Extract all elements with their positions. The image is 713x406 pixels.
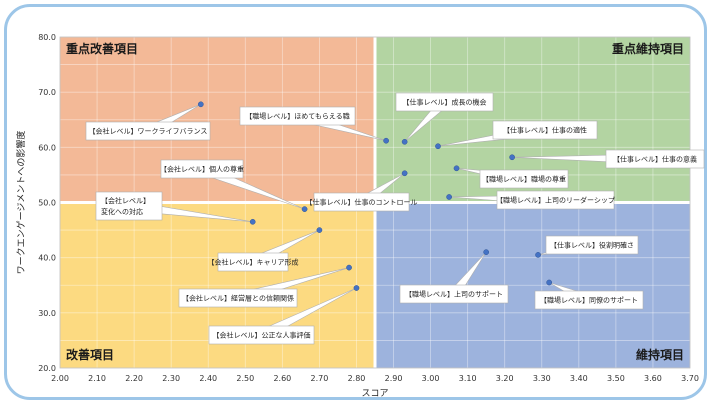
data-point: [401, 138, 408, 145]
x-tick-label: 2.10: [88, 374, 106, 383]
y-tick-label: 30.0: [38, 309, 56, 318]
callout-box: [95, 191, 163, 221]
point-label: 変化への対応: [101, 207, 143, 216]
plot-border: [59, 36, 691, 369]
x-tick-label: 2.50: [236, 374, 254, 383]
point-label: 【職場レベル】上司のリーダーシップ: [496, 196, 615, 205]
callout-box: [217, 252, 289, 272]
data-point: [483, 249, 490, 255]
y-axis-title: ワークエンゲージメントへの影響度: [15, 131, 27, 275]
point-label: 【会社レベル】個人の尊重: [160, 165, 244, 174]
callout-box: [545, 235, 639, 255]
callout-box: [492, 120, 598, 140]
quadrant-title-bottom-right: 維持項目: [636, 347, 684, 362]
point-label: 【仕事レベル】役割明確さ: [550, 241, 634, 250]
x-tick-label: 2.60: [273, 374, 291, 383]
x-tick-label: 3.30: [533, 374, 551, 383]
point-label: 【職場レベル】同僚のサポート: [540, 296, 638, 305]
callout-box: [85, 121, 211, 141]
x-tick-label: 2.00: [51, 374, 69, 383]
data-point: [453, 165, 460, 172]
data-point: [509, 154, 515, 161]
y-tick-label: 40.0: [38, 254, 56, 263]
x-tick-label: 3.70: [681, 374, 699, 383]
point-label: 【仕事レベル】仕事の意義: [613, 155, 697, 164]
x-tick-label: 3.00: [422, 374, 440, 383]
data-point: [197, 101, 204, 108]
x-tick-label: 3.50: [607, 374, 625, 383]
x-tick-label: 2.20: [125, 374, 143, 383]
x-tick-label: 2.40: [199, 374, 217, 383]
data-point: [249, 218, 256, 225]
callout-box: [160, 159, 244, 179]
point-label: 【会社レベル】キャリア形成: [208, 258, 299, 267]
point-label: 【会社レベル】ワークライフバランス: [89, 127, 208, 136]
x-tick-label: 3.60: [644, 374, 662, 383]
callout-box: [239, 106, 356, 126]
x-tick-label: 2.30: [162, 374, 180, 383]
data-point: [401, 170, 408, 177]
x-tick-label: 3.40: [570, 374, 588, 383]
x-axis-title: スコア: [361, 389, 388, 399]
data-point: [535, 252, 541, 258]
point-label: 【職場レベル】ほめてもらえる職: [245, 112, 349, 121]
callout-box: [496, 190, 615, 210]
point-label: 【会社レベル】: [101, 196, 150, 205]
callout-box: [534, 290, 644, 310]
x-tick-label: 3.10: [459, 374, 477, 383]
callout-box: [399, 284, 509, 304]
data-point: [353, 285, 360, 291]
quadrant-title-top-right: 重点維持項目: [612, 41, 684, 56]
point-label: 【仕事レベル】仕事のコントロール: [306, 198, 418, 207]
point-label: 【会社レベル】公正な人事評価: [213, 331, 311, 340]
callout-box: [605, 149, 705, 169]
data-point: [346, 264, 352, 271]
callout-box: [313, 192, 410, 212]
y-tick-label: 20.0: [38, 364, 56, 373]
point-label: 【仕事レベル】成長の機会: [403, 98, 487, 107]
callout-box: [395, 92, 494, 112]
x-tick-label: 3.20: [496, 374, 514, 383]
y-tick-label: 80.0: [38, 33, 56, 42]
quadrant-title-top-left: 重点改善項目: [66, 41, 138, 56]
callout-box: [178, 288, 298, 308]
x-tick-label: 2.80: [348, 374, 366, 383]
data-point: [435, 143, 441, 150]
data-point: [301, 206, 308, 212]
data-point: [383, 137, 389, 144]
data-point: [546, 279, 553, 286]
x-tick-label: 2.90: [385, 374, 403, 383]
data-point: [316, 227, 323, 233]
callout-box: [479, 169, 569, 189]
point-label: 【会社レベル】経営層との信頼関係: [182, 294, 294, 303]
point-label: 【職場レベル】職場の尊重: [482, 175, 566, 184]
y-tick-label: 60.0: [38, 143, 56, 152]
x-tick-label: 2.70: [311, 374, 329, 383]
point-label: 【仕事レベル】仕事の適性: [503, 126, 587, 135]
data-point: [446, 194, 452, 200]
y-tick-label: 70.0: [38, 88, 56, 97]
y-tick-label: 50.0: [38, 199, 56, 208]
callout-box: [208, 325, 315, 345]
quadrant-title-bottom-left: 改善項目: [66, 347, 114, 362]
point-label: 【職場レベル】上司のサポート: [405, 290, 503, 299]
